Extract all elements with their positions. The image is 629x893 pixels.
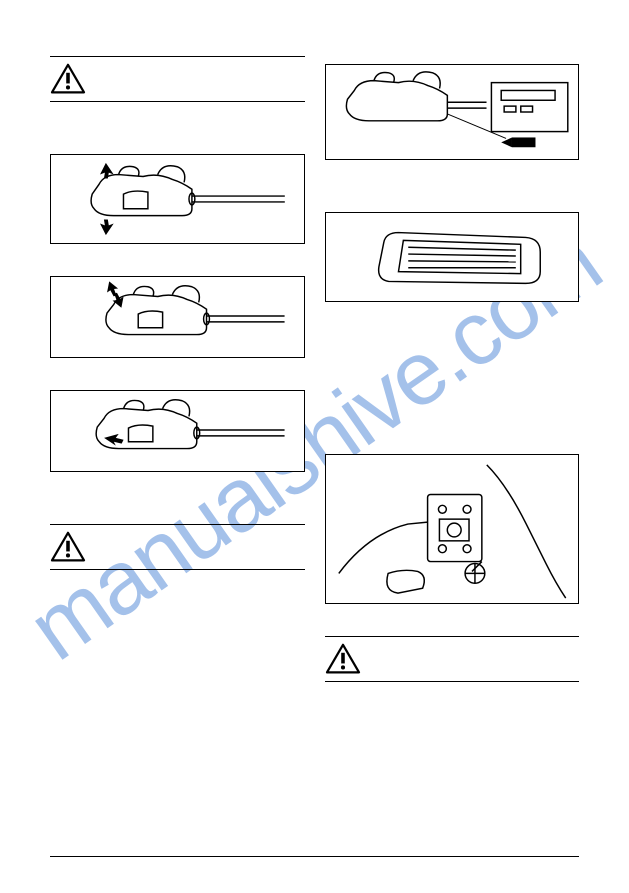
divider [50,569,305,570]
divider [325,681,580,682]
warning-icon [325,643,361,675]
divider [50,56,305,57]
warning-icon [50,531,86,563]
engine-access-illustration [325,454,580,604]
chainsaw-illustration-brake [50,390,305,472]
warning-icon [50,63,86,95]
chainsaw-illustration-release [50,276,305,358]
bar-sheath-illustration [325,212,580,302]
divider [50,101,305,102]
chainsaw-side-panel-illustration [325,64,580,160]
chainsaw-illustration-squeeze [50,154,305,244]
left-column [50,50,305,863]
column-layout [50,50,579,863]
divider [50,524,305,525]
divider [325,636,580,637]
page-content [0,0,629,893]
right-column [325,50,580,863]
